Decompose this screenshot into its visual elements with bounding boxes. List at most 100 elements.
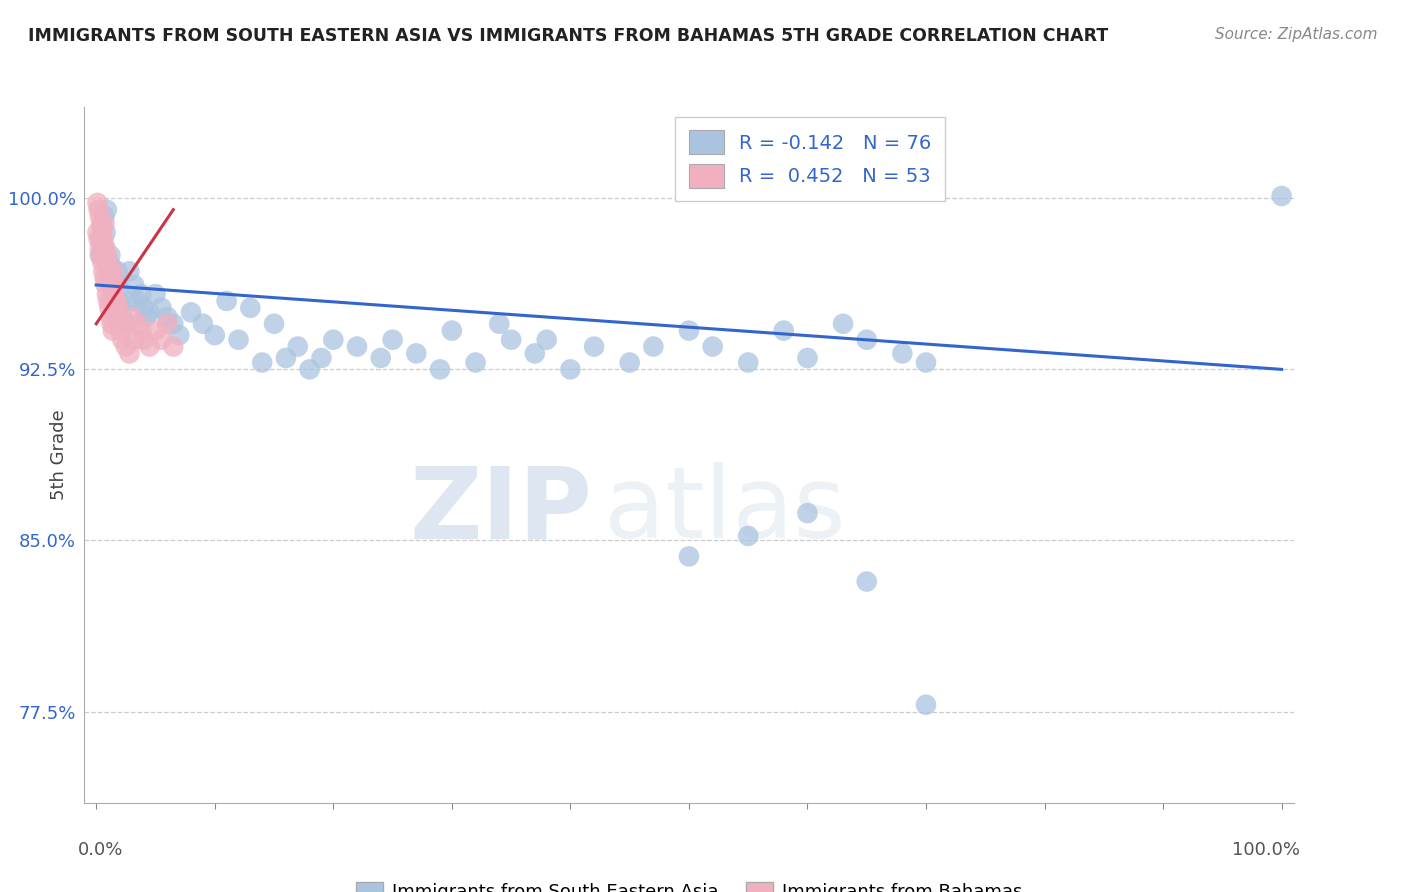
Point [94, 226, 117, 240]
Point [91, 232, 114, 246]
Point [287, 340, 309, 354]
Point [107, 310, 129, 324]
Point [429, 362, 451, 376]
Point [239, 301, 262, 315]
Point [107, 264, 129, 278]
Point [103, 264, 125, 278]
Point [523, 346, 546, 360]
Point [915, 355, 938, 369]
Point [101, 271, 124, 285]
Point [100, 310, 122, 324]
Point [855, 333, 877, 347]
Point [737, 529, 759, 543]
Point [678, 324, 700, 338]
Point [107, 310, 129, 324]
Point [108, 317, 131, 331]
Point [100, 260, 122, 274]
Point [536, 333, 558, 347]
Point [94, 277, 117, 292]
Point [93, 216, 115, 230]
Point [501, 333, 523, 347]
Point [162, 317, 184, 331]
Point [488, 317, 510, 331]
Point [107, 301, 129, 315]
Point [129, 324, 152, 338]
Point [91, 255, 114, 269]
Point [100, 248, 122, 262]
Point [167, 328, 190, 343]
Point [90, 232, 112, 246]
Point [129, 287, 152, 301]
Point [191, 317, 214, 331]
Point [104, 287, 127, 301]
Point [108, 283, 131, 297]
Point [103, 287, 125, 301]
Point [145, 324, 167, 338]
Point [891, 346, 914, 360]
Point [678, 549, 700, 564]
Point [156, 310, 179, 324]
Point [346, 340, 368, 354]
Point [89, 210, 111, 224]
Point [1271, 189, 1294, 203]
Point [127, 293, 149, 308]
Point [464, 355, 486, 369]
Point [619, 355, 641, 369]
Point [145, 287, 167, 301]
Point [96, 248, 118, 262]
Point [115, 340, 138, 354]
Point [98, 264, 121, 278]
Point [263, 317, 285, 331]
Point [105, 276, 128, 290]
Point [91, 219, 114, 233]
Point [89, 242, 111, 256]
Point [104, 293, 127, 308]
Point [98, 264, 121, 278]
Point [111, 333, 134, 347]
Point [583, 340, 606, 354]
Text: IMMIGRANTS FROM SOUTH EASTERN ASIA VS IMMIGRANTS FROM BAHAMAS 5TH GRADE CORRELAT: IMMIGRANTS FROM SOUTH EASTERN ASIA VS IM… [28, 27, 1108, 45]
Point [118, 264, 141, 278]
Point [322, 333, 344, 347]
Point [298, 362, 321, 376]
Point [370, 351, 392, 365]
Point [150, 333, 173, 347]
Point [122, 277, 145, 292]
Point [91, 264, 114, 278]
Legend: Immigrants from South Eastern Asia, Immigrants from Bahamas: Immigrants from South Eastern Asia, Immi… [349, 874, 1029, 892]
Point [250, 355, 273, 369]
Point [100, 277, 122, 292]
Text: atlas: atlas [605, 462, 846, 559]
Text: ZIP: ZIP [409, 462, 592, 559]
Point [87, 202, 110, 217]
Point [97, 255, 120, 269]
Point [127, 317, 149, 331]
Point [643, 340, 665, 354]
Text: 100.0%: 100.0% [1232, 841, 1299, 859]
Point [156, 317, 179, 331]
Point [97, 293, 120, 308]
Point [115, 317, 138, 331]
Point [796, 351, 818, 365]
Point [101, 287, 124, 301]
Point [381, 333, 404, 347]
Point [104, 277, 127, 292]
Point [135, 310, 157, 324]
Point [772, 324, 794, 338]
Point [121, 310, 143, 324]
Point [91, 239, 114, 253]
Point [108, 324, 131, 338]
Point [111, 305, 134, 319]
Point [96, 202, 118, 217]
Point [138, 340, 160, 354]
Text: 0.0%: 0.0% [79, 841, 124, 859]
Point [105, 301, 128, 315]
Point [97, 255, 120, 269]
Point [855, 574, 877, 589]
Point [162, 340, 184, 354]
Point [915, 698, 938, 712]
Point [100, 317, 122, 331]
Point [86, 226, 108, 240]
Point [91, 226, 114, 240]
Point [107, 293, 129, 308]
